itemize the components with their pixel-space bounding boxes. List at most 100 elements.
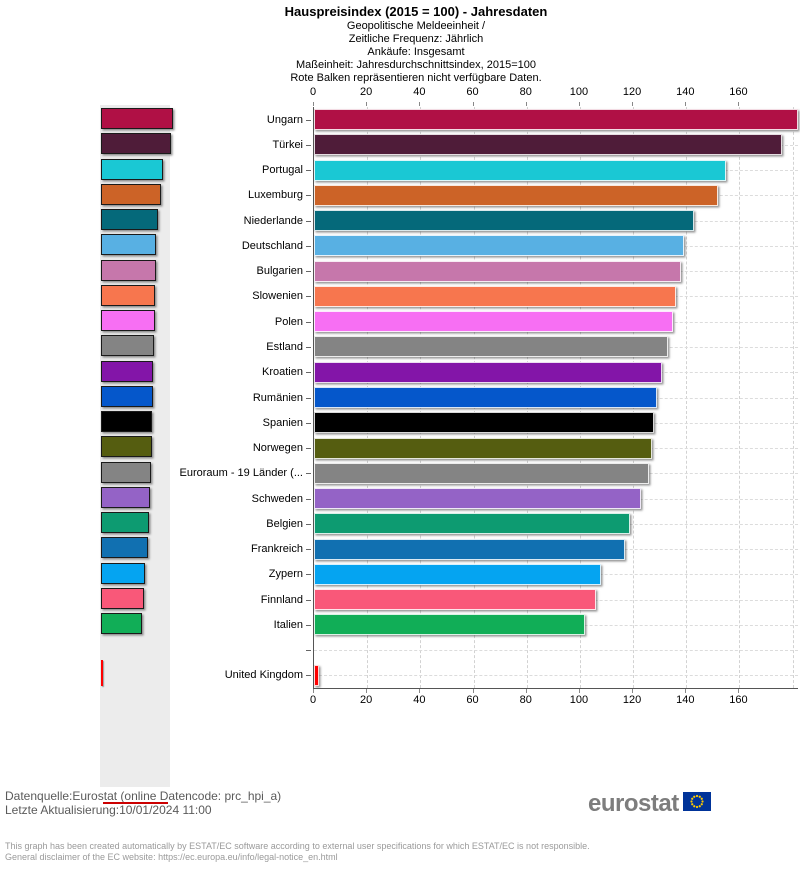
- mini-bar[interactable]: [101, 461, 151, 483]
- category-tick: [306, 321, 311, 323]
- plot-area: [313, 107, 798, 689]
- mini-bar[interactable]: [101, 259, 156, 281]
- mini-bar[interactable]: [101, 234, 156, 256]
- category-tick: [306, 296, 311, 298]
- bar[interactable]: [314, 159, 727, 181]
- mini-bar[interactable]: [101, 411, 152, 433]
- bar[interactable]: [314, 210, 695, 232]
- mini-bar[interactable]: [101, 537, 148, 559]
- bottom-axis-label: 40: [413, 694, 426, 706]
- top-axis-tick: [366, 102, 368, 106]
- bar[interactable]: [314, 538, 626, 560]
- top-axis-tick: [578, 102, 580, 106]
- bottom-axis-label: 120: [622, 694, 642, 706]
- category-label: Deutschland: [241, 239, 303, 252]
- category-label: Polen: [274, 315, 303, 328]
- mini-bar[interactable]: [101, 613, 142, 635]
- top-axis-label: 0: [309, 86, 317, 98]
- mini-bar[interactable]: [101, 562, 145, 584]
- bar[interactable]: [314, 361, 663, 383]
- bar[interactable]: [314, 412, 655, 434]
- category-tick: [306, 498, 311, 500]
- bar[interactable]: [314, 563, 602, 585]
- bar[interactable]: [314, 614, 586, 636]
- category-tick: [306, 195, 311, 197]
- bottom-axis-tick: [578, 689, 580, 693]
- top-axis-tick: [738, 102, 740, 106]
- bar[interactable]: [314, 387, 658, 408]
- bottom-axis-tick: [632, 689, 634, 693]
- mini-bar-no-data[interactable]: [101, 659, 103, 686]
- category-tick: [306, 220, 311, 222]
- bar[interactable]: [314, 184, 719, 206]
- mini-bar[interactable]: [101, 512, 149, 534]
- mini-bar[interactable]: [101, 133, 171, 155]
- bar[interactable]: [314, 235, 684, 257]
- top-axis-label: 40: [413, 86, 426, 98]
- bar[interactable]: [314, 589, 596, 611]
- data-source-link[interactable]: Datenquelle:Eurostat (online Datencode: …: [5, 789, 282, 803]
- mini-bar[interactable]: [101, 158, 163, 180]
- bar[interactable]: [314, 285, 676, 307]
- chart-subtitle-line: Rote Balken repräsentieren nicht verfügb…: [290, 72, 542, 84]
- bar[interactable]: [314, 134, 783, 156]
- mini-bar[interactable]: [101, 209, 158, 231]
- category-tick: [306, 675, 311, 677]
- category-label: Estland: [266, 340, 303, 353]
- category-tick: [306, 549, 311, 551]
- bottom-axis-tick: [525, 689, 527, 693]
- category-label: Bulgarien: [256, 265, 303, 278]
- bar[interactable]: [314, 109, 798, 131]
- category-tick: [306, 523, 311, 525]
- eurostat-logo-text: eurostat: [588, 790, 679, 817]
- bar-no-data[interactable]: [314, 664, 320, 686]
- top-axis-label: 160: [729, 86, 748, 98]
- chart-subtitle-line: Geopolitische Meldeeinheit /: [346, 20, 486, 32]
- category-tick: [306, 144, 311, 146]
- bottom-axis-tick: [472, 689, 474, 693]
- top-axis-tick: [685, 102, 687, 106]
- bottom-axis-label: 140: [676, 694, 695, 706]
- bar[interactable]: [314, 488, 642, 510]
- mini-bar[interactable]: [101, 284, 155, 306]
- category-label: Rumänien: [252, 391, 303, 404]
- category-tick: [306, 170, 311, 172]
- category-tick: [306, 245, 311, 247]
- mini-bar[interactable]: [101, 360, 153, 382]
- bottom-axis-label: 80: [519, 694, 532, 706]
- category-label: Euroraum - 19 Länder (...: [179, 467, 303, 480]
- category-label: Frankreich: [251, 543, 303, 556]
- horizontal-gridline: [314, 675, 798, 677]
- bottom-axis-tick: [366, 689, 368, 693]
- chart-header: Hauspreisindex (2015 = 100) - Jahresdate…: [0, 4, 800, 85]
- bar[interactable]: [314, 336, 668, 358]
- category-tick: [306, 346, 311, 348]
- link-underline: [103, 802, 168, 804]
- chart-subtitle-line: Zeitliche Frequenz: Jährlich: [348, 33, 484, 45]
- mini-bar[interactable]: [101, 310, 155, 332]
- mini-bar[interactable]: [101, 486, 150, 508]
- bottom-axis-tick: [419, 689, 421, 693]
- mini-bar[interactable]: [101, 436, 152, 458]
- mini-bar[interactable]: [101, 108, 173, 129]
- bar[interactable]: [314, 260, 681, 282]
- top-axis-label: 80: [519, 86, 532, 98]
- category-tick: [306, 119, 311, 121]
- chart-subtitle-line: Maßeinheit: Jahresdurchschnittsindex, 20…: [295, 59, 536, 71]
- bar[interactable]: [314, 437, 652, 459]
- mini-bar[interactable]: [101, 335, 154, 357]
- bar[interactable]: [314, 311, 673, 333]
- bar[interactable]: [314, 462, 650, 484]
- mini-bar[interactable]: [101, 587, 144, 609]
- category-label: Türkei: [272, 138, 303, 151]
- eurostat-logo[interactable]: eurostat: [588, 790, 711, 818]
- bar[interactable]: [314, 513, 631, 535]
- chart-subtitle-line: Ankäufe: Insgesamt: [367, 46, 465, 58]
- top-axis-label: 20: [360, 86, 373, 98]
- bottom-axis-label: 20: [360, 694, 373, 706]
- mini-chart-strip: [100, 105, 173, 787]
- mini-bar[interactable]: [101, 385, 153, 407]
- mini-bar[interactable]: [101, 183, 161, 205]
- category-label: Spanien: [262, 416, 303, 429]
